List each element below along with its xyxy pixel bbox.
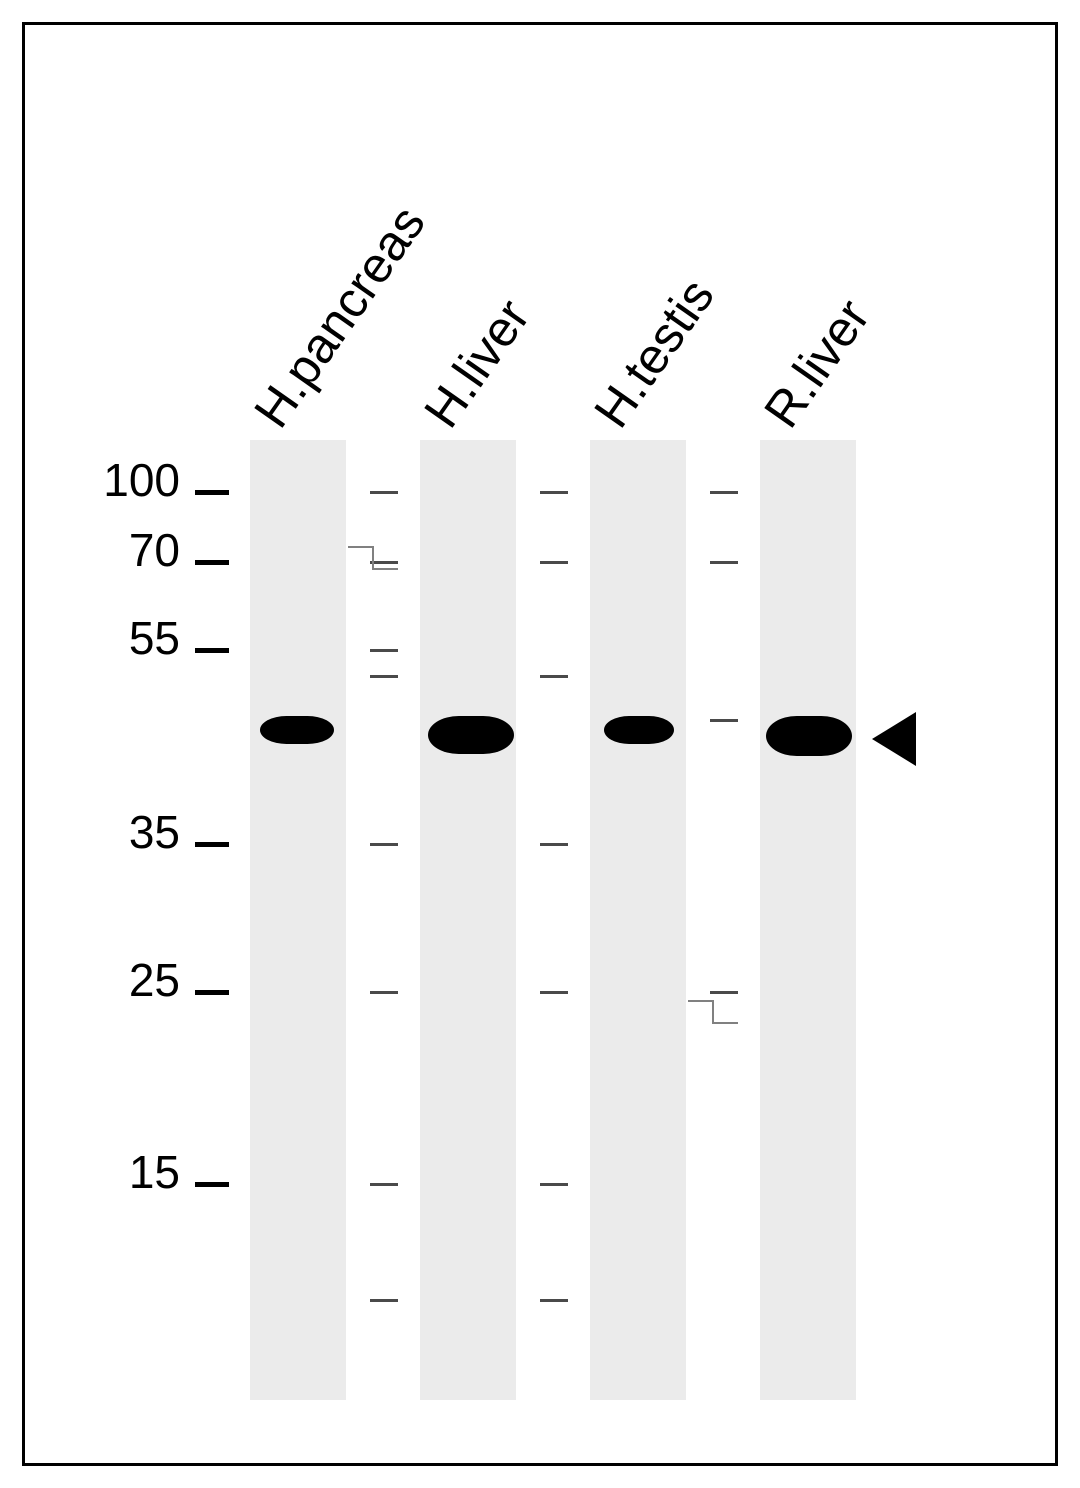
mw-tick-5 [195, 1182, 229, 1187]
inter-tick [370, 1299, 398, 1302]
inter-tick [710, 561, 738, 564]
jog-segment [712, 1000, 714, 1022]
mw-tick-2 [195, 648, 229, 653]
jog-segment [372, 568, 398, 570]
jog-segment [348, 546, 374, 548]
inter-tick [540, 1183, 568, 1186]
mw-label-3: 35 [129, 805, 180, 859]
inter-tick [370, 649, 398, 652]
inter-tick [540, 561, 568, 564]
inter-tick [710, 719, 738, 722]
lane-2 [590, 440, 686, 1400]
mw-label-5: 15 [129, 1145, 180, 1199]
inter-tick [370, 843, 398, 846]
inter-tick [540, 843, 568, 846]
inter-tick [370, 675, 398, 678]
mw-label-1: 70 [129, 523, 180, 577]
jog-segment [688, 1000, 714, 1002]
inter-tick [710, 491, 738, 494]
inter-tick [370, 491, 398, 494]
mw-tick-4 [195, 990, 229, 995]
mw-label-2: 55 [129, 611, 180, 665]
mw-tick-3 [195, 842, 229, 847]
band-2 [604, 716, 674, 744]
mw-label-4: 25 [129, 953, 180, 1007]
inter-tick [540, 675, 568, 678]
inter-tick [540, 491, 568, 494]
mw-label-0: 100 [103, 453, 180, 507]
band-0 [260, 716, 334, 744]
band-3 [766, 716, 852, 756]
inter-tick [540, 1299, 568, 1302]
jog-segment [712, 1022, 738, 1024]
jog-segment [372, 546, 374, 568]
lane-3 [760, 440, 856, 1400]
inter-tick [370, 561, 398, 564]
pointer-arrow [872, 712, 916, 766]
inter-tick [710, 991, 738, 994]
lane-0 [250, 440, 346, 1400]
inter-tick [370, 991, 398, 994]
mw-tick-1 [195, 560, 229, 565]
mw-tick-0 [195, 490, 229, 495]
lane-1 [420, 440, 516, 1400]
inter-tick [540, 991, 568, 994]
inter-tick [370, 1183, 398, 1186]
band-1 [428, 716, 514, 754]
